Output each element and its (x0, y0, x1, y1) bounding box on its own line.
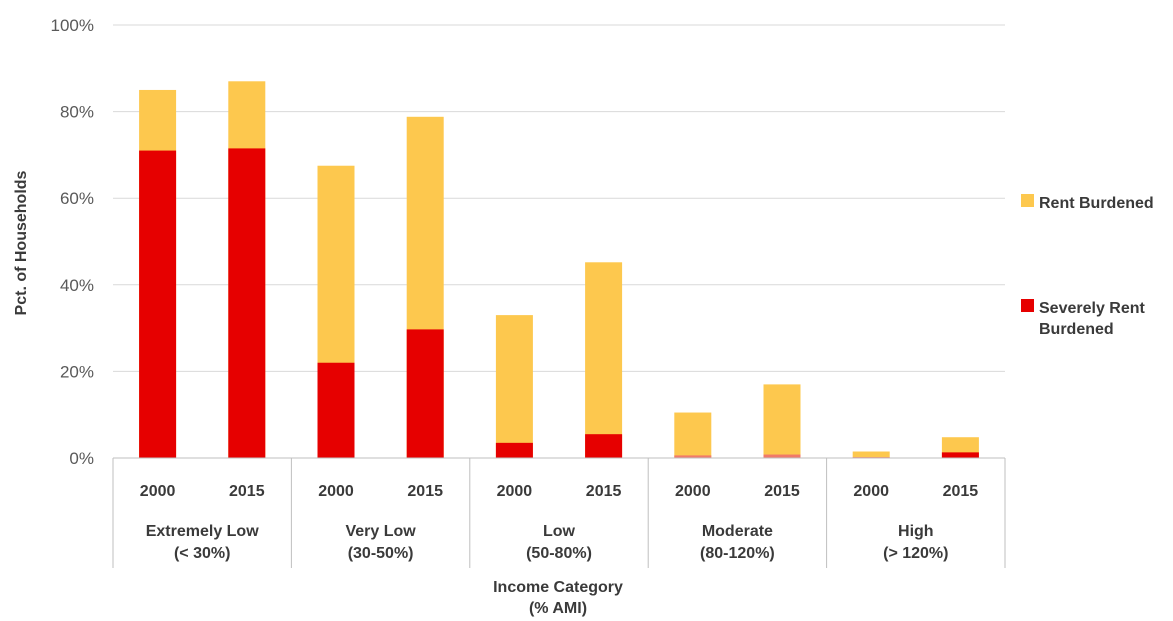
y-axis-ticks: 0% 20% 40% 60% 80% 100% (51, 16, 94, 468)
year-tick-label: 2000 (675, 483, 711, 500)
legend-swatch-severely-rent-burdened (1021, 299, 1034, 312)
bar-severely-rent-burdened (674, 455, 712, 458)
year-tick-label: 2015 (407, 483, 443, 500)
year-tick-label: 2015 (229, 483, 265, 500)
y-tick-label: 80% (60, 103, 94, 122)
category-label: Very Low (345, 523, 416, 540)
year-tick-label: 2000 (853, 483, 889, 500)
category-label: Moderate (702, 523, 773, 540)
bar-severely-rent-burdened (763, 454, 801, 458)
bars (139, 81, 979, 459)
legend-label-line: Severely Rent (1039, 300, 1146, 317)
category-label: Low (543, 523, 576, 540)
category-label: (50-80%) (526, 545, 592, 562)
y-tick-label: 100% (51, 16, 94, 35)
legend: Rent Burdened Severely Rent Burdened (1021, 194, 1154, 338)
year-tick-label: 2000 (497, 483, 533, 500)
bar-rent-burdened (495, 315, 533, 458)
legend-swatch-rent-burdened (1021, 194, 1034, 207)
bar-rent-burdened (674, 412, 712, 458)
year-tick-label: 2000 (318, 483, 354, 500)
y-tick-label: 20% (60, 362, 94, 381)
bar-severely-rent-burdened (495, 442, 533, 458)
bar-severely-rent-burdened (941, 452, 979, 458)
category-label: Extremely Low (146, 523, 259, 540)
year-tick-label: 2015 (586, 483, 622, 500)
bar-severely-rent-burdened (228, 148, 266, 458)
y-axis-title: Pct. of Households (13, 170, 30, 315)
category-label: (> 120%) (883, 545, 948, 562)
bar-rent-burdened (763, 384, 801, 458)
legend-label-severely-rent-burdened: Severely Rent Burdened (1039, 300, 1146, 338)
x-axis-title-line-1: Income Category (493, 579, 623, 596)
year-tick-label: 2000 (140, 483, 176, 500)
y-tick-label: 0% (69, 449, 94, 468)
legend-label-rent-burdened: Rent Burdened (1039, 195, 1154, 212)
legend-label-line: Burdened (1039, 321, 1114, 338)
x-axis-title-line-2: (% AMI) (529, 600, 587, 617)
bar-severely-rent-burdened (139, 150, 177, 458)
y-tick-label: 60% (60, 189, 94, 208)
bar-severely-rent-burdened (585, 434, 623, 458)
bar-rent-burdened (585, 262, 623, 458)
category-label: High (898, 523, 934, 540)
year-tick-label: 2015 (943, 483, 979, 500)
bar-severely-rent-burdened (317, 362, 355, 458)
category-label: (< 30%) (174, 545, 230, 562)
year-tick-label: 2015 (764, 483, 800, 500)
x-axis: 2000 2015 Extremely Low (< 30%) 2000 2015 Very… (112, 457, 1006, 568)
bar-rent-burdened (852, 451, 890, 458)
y-tick-label: 40% (60, 276, 94, 295)
bar-severely-rent-burdened (406, 329, 444, 458)
category-label: (80-120%) (700, 545, 775, 562)
category-label: (30-50%) (348, 545, 414, 562)
